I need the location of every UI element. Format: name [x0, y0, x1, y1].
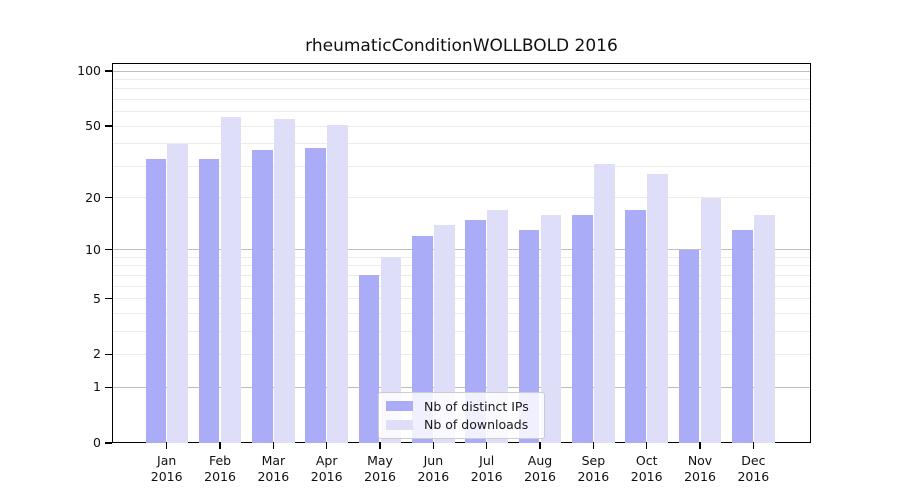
- bar-distinct-ips-apr: [305, 147, 327, 443]
- y-tick-0: [105, 442, 112, 444]
- minor-gridline-80: [113, 88, 810, 90]
- y-tick-label-20: 20: [85, 189, 101, 205]
- distinct-ips-swatch: [386, 401, 413, 412]
- x-tick-label-nov: Nov 2016: [684, 453, 716, 484]
- legend-label-downloads: Nb of downloads: [424, 417, 529, 433]
- bar-downloads-sep: [593, 163, 615, 443]
- y-tick-label-100: 100: [77, 63, 101, 78]
- x-tick-feb: [219, 443, 221, 449]
- bar-downloads-mar: [273, 118, 295, 443]
- y-tick-label-2: 2: [93, 346, 101, 362]
- bar-distinct-ips-may: [358, 275, 380, 443]
- x-tick-mar: [272, 443, 275, 449]
- x-tick-aug: [539, 443, 541, 449]
- major-gridline-10: [113, 249, 810, 251]
- bar-downloads-aug: [540, 214, 562, 443]
- x-tick-nov: [699, 443, 701, 449]
- minor-gridline-2: [113, 353, 810, 355]
- minor-gridline-20: [113, 197, 810, 199]
- x-tick-label-apr: Apr 2016: [310, 453, 343, 484]
- downloads-swatch: [386, 419, 413, 430]
- y-tick-50: [105, 125, 112, 127]
- bar-distinct-ips-aug: [518, 230, 540, 443]
- x-tick-may: [379, 443, 381, 449]
- y-tick-label-5: 5: [93, 290, 101, 306]
- minor-gridline-90: [113, 78, 810, 80]
- bar-downloads-apr: [327, 124, 348, 443]
- bar-downloads-feb: [220, 117, 242, 443]
- x-tick-label-dec: Dec 2016: [737, 453, 770, 484]
- major-gridline-1: [113, 386, 810, 388]
- legend-item-distinct-ips: Nb of distinct IPs: [386, 399, 544, 414]
- x-tick-apr: [326, 443, 328, 449]
- bar-downloads-jun: [433, 224, 455, 443]
- legend-item-downloads: Nb of downloads: [386, 417, 544, 432]
- x-tick-label-may: May 2016: [364, 453, 396, 484]
- y-tick-1: [105, 386, 112, 388]
- y-tick-2: [105, 353, 112, 356]
- bar-distinct-ips-jan: [145, 158, 167, 443]
- x-tick-jan: [166, 443, 168, 449]
- x-tick-label-sep: Sep 2016: [577, 453, 610, 484]
- y-tick-label-0: 0: [93, 435, 101, 450]
- x-tick-label-aug: Aug 2016: [524, 453, 556, 484]
- bar-distinct-ips-mar: [252, 149, 273, 443]
- x-tick-label-mar: Mar 2016: [257, 453, 290, 484]
- y-tick-label-1: 1: [93, 379, 101, 395]
- x-tick-jun: [432, 443, 435, 449]
- bar-distinct-ips-feb: [198, 158, 220, 443]
- legend: Nb of distinct IPs Nb of downloads: [378, 392, 545, 439]
- bar-distinct-ips-dec: [732, 230, 753, 443]
- y-tick-label-50: 50: [85, 118, 101, 134]
- minor-gridline-40: [113, 143, 810, 145]
- bar-distinct-ips-oct: [625, 210, 647, 443]
- bar-downloads-oct: [647, 174, 668, 443]
- bar-downloads-nov: [700, 197, 722, 443]
- x-tick-label-feb: Feb 2016: [204, 453, 236, 484]
- bar-downloads-dec: [753, 214, 775, 443]
- y-tick-5: [105, 297, 112, 300]
- bar-distinct-ips-nov: [678, 249, 700, 443]
- x-tick-label-jul: Jul 2016: [470, 453, 503, 484]
- y-tick-10: [105, 249, 112, 251]
- x-tick-label-oct: Oct 2016: [630, 453, 663, 484]
- bar-distinct-ips-jun: [412, 236, 433, 443]
- x-tick-oct: [646, 443, 648, 449]
- minor-gridline-60: [113, 111, 810, 113]
- minor-gridline-30: [113, 165, 810, 167]
- minor-gridline-3: [113, 330, 810, 332]
- legend-label-distinct-ips: Nb of distinct IPs: [424, 398, 529, 414]
- minor-gridline-8: [113, 265, 810, 267]
- minor-gridline-5: [113, 298, 810, 300]
- minor-gridline-70: [113, 98, 810, 100]
- y-tick-100: [105, 70, 112, 72]
- minor-gridline-4: [113, 312, 810, 314]
- minor-gridline-7: [113, 274, 810, 276]
- bar-downloads-jul: [487, 210, 508, 443]
- y-tick-label-10: 10: [85, 241, 101, 257]
- minor-gridline-9: [113, 256, 810, 258]
- bar-downloads-jan: [167, 143, 188, 443]
- x-tick-sep: [592, 443, 595, 449]
- minor-gridline-6: [113, 285, 810, 287]
- minor-gridline-50: [113, 125, 810, 127]
- x-tick-label-jan: Jan 2016: [150, 453, 183, 484]
- x-tick-dec: [752, 443, 755, 449]
- bar-distinct-ips-jul: [465, 219, 487, 443]
- major-gridline-100: [113, 70, 810, 72]
- y-tick-20: [105, 196, 112, 199]
- chart-title: rheumaticConditionWOLLBOLD 2016: [305, 36, 618, 56]
- x-tick-jul: [486, 443, 488, 449]
- x-tick-label-jun: Jun 2016: [417, 453, 450, 484]
- plot-area: [112, 63, 811, 443]
- bar-distinct-ips-sep: [572, 214, 593, 443]
